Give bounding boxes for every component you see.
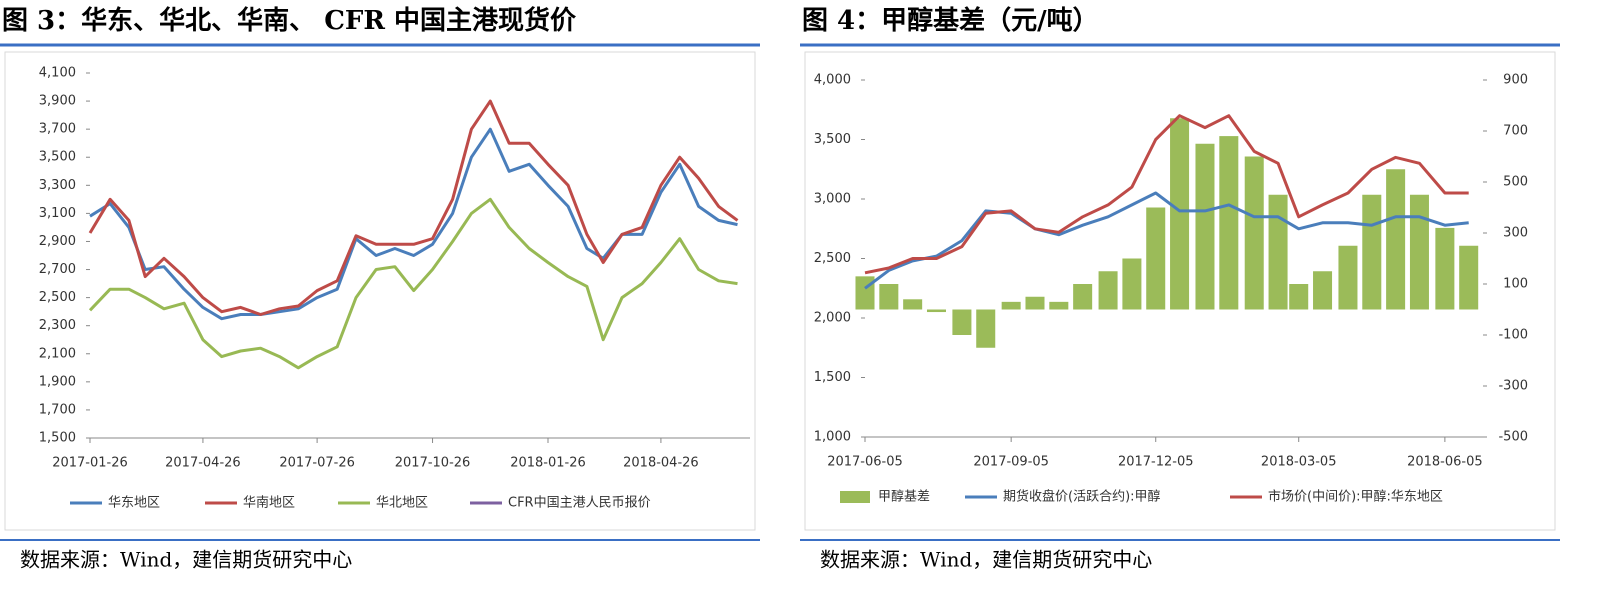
y2-tick-label: 300 <box>1503 226 1528 241</box>
bar <box>926 309 946 313</box>
x-tick-label: 2017-10-26 <box>395 456 471 471</box>
y2-tick-label: 900 <box>1503 73 1528 88</box>
bar <box>1219 136 1239 310</box>
x-tick-label: 2017-12-05 <box>1118 455 1194 470</box>
y2-tick-label: -300 <box>1498 379 1528 394</box>
legend-label: 期货收盘价(活跃合约):甲醇 <box>1003 489 1161 505</box>
x-tick-label: 2017-01-26 <box>52 456 128 471</box>
bar <box>1146 207 1166 310</box>
bar <box>1362 194 1382 310</box>
bar <box>1025 296 1045 310</box>
legend-label: 甲醇基差 <box>878 489 930 505</box>
x-tick-label: 2018-06-05 <box>1407 455 1483 470</box>
bar <box>1122 258 1142 310</box>
y-tick-label: 1,700 <box>39 402 76 417</box>
legend-label: 市场价(中间价):甲醇:华东地区 <box>1268 489 1443 505</box>
y-tick-label: 1,500 <box>39 431 76 446</box>
legend-label: 华东地区 <box>108 496 160 511</box>
legend-label: 华南地区 <box>243 495 295 511</box>
bar <box>1244 156 1264 310</box>
bar <box>1001 301 1021 310</box>
bar <box>1409 194 1429 310</box>
y-tick-label: 3,500 <box>814 132 851 147</box>
bar <box>976 309 996 348</box>
x-tick-label: 2017-06-05 <box>827 455 903 470</box>
bar <box>1338 245 1358 310</box>
y-tick-label: 2,100 <box>39 346 76 361</box>
y-tick-label: 4,100 <box>39 66 76 81</box>
y-tick-label: 3,300 <box>39 178 76 193</box>
y2-tick-label: -500 <box>1498 430 1528 445</box>
series-line <box>864 191 1469 290</box>
y-tick-label: 2,500 <box>39 290 76 305</box>
chart-frame <box>4 51 756 531</box>
x-tick-label: 2017-04-26 <box>165 456 241 471</box>
bar <box>1195 143 1215 310</box>
source: 数据来源：Wind，建信期货研究中心 <box>820 548 1152 572</box>
bar <box>1386 169 1406 310</box>
chart-title: 图 3：华东、华北、华南、 CFR 中国主港现货价 <box>2 5 577 36</box>
bar <box>952 309 972 335</box>
bar <box>1289 284 1309 310</box>
y-tick-label: 3,000 <box>814 192 851 207</box>
y2-tick-label: 500 <box>1503 175 1528 190</box>
y2-tick-label: 100 <box>1503 277 1528 292</box>
bar <box>1049 301 1069 310</box>
y-tick-label: 3,100 <box>39 206 76 221</box>
y-tick-label: 2,000 <box>814 311 851 326</box>
y2-tick-label: -100 <box>1498 328 1528 343</box>
y-tick-label: 4,000 <box>814 73 851 88</box>
y-tick-label: 2,300 <box>39 318 76 333</box>
y-tick-label: 1,500 <box>814 370 851 385</box>
bar <box>1098 271 1118 310</box>
legend-label: 华北地区 <box>376 496 428 511</box>
y-tick-label: 2,900 <box>39 234 76 249</box>
x-tick-label: 2017-07-26 <box>279 456 355 471</box>
series-line <box>864 114 1469 275</box>
y-tick-label: 1,000 <box>814 430 851 445</box>
x-tick-label: 2018-04-26 <box>623 456 699 471</box>
bar <box>855 276 875 310</box>
y-tick-label: 1,900 <box>39 374 76 389</box>
legend-label: CFR中国主港人民币报价 <box>508 496 651 511</box>
series-line <box>88 197 738 370</box>
x-tick-label: 2018-03-05 <box>1261 455 1337 470</box>
y-tick-label: 3,700 <box>39 122 76 137</box>
bar <box>1435 227 1455 310</box>
bar <box>1459 245 1479 310</box>
legend-swatch <box>840 491 870 503</box>
bar <box>1313 271 1333 310</box>
y-tick-label: 3,500 <box>39 150 76 165</box>
x-tick-label: 2018-01-26 <box>510 456 586 471</box>
bar <box>903 299 923 310</box>
y-tick-label: 2,700 <box>39 262 76 277</box>
y-tick-label: 3,900 <box>39 94 76 109</box>
chart-frame <box>804 51 1556 531</box>
y2-tick-label: 700 <box>1503 124 1528 139</box>
bar <box>879 284 899 310</box>
series-line <box>89 127 738 321</box>
bar <box>1170 118 1190 310</box>
x-tick-label: 2017-09-05 <box>973 455 1049 470</box>
chart-title: 图 4：甲醇基差（元/吨） <box>802 5 1099 36</box>
source: 数据来源：Wind，建信期货研究中心 <box>20 548 352 572</box>
series-line <box>88 99 739 316</box>
y-tick-label: 2,500 <box>814 251 851 266</box>
bar <box>1073 284 1093 310</box>
bar <box>1268 194 1288 310</box>
